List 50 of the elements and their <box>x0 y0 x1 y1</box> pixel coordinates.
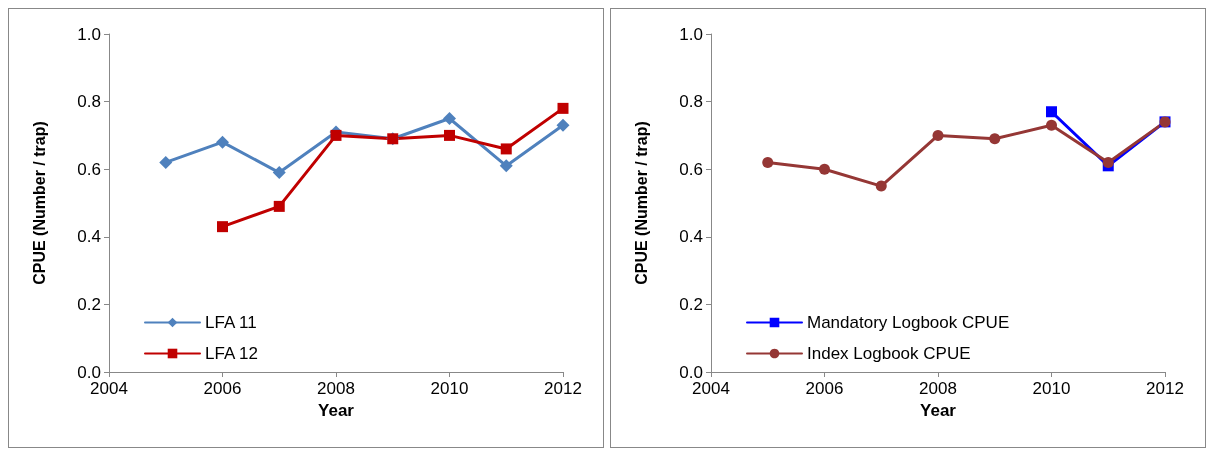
point <box>444 129 455 141</box>
y-tick-label: 0.8 <box>77 92 101 112</box>
x-tick-label: 2006 <box>805 379 844 398</box>
x-tick-label: 2012 <box>544 379 582 398</box>
point <box>217 221 228 233</box>
y-tick-label: 0.6 <box>679 159 703 179</box>
point <box>272 166 286 180</box>
point <box>819 163 830 175</box>
x-axis-title: Year <box>920 400 957 420</box>
x-tick-label: 2008 <box>317 379 355 398</box>
x-axis-title: Year <box>318 400 355 420</box>
x-tick-label: 2010 <box>430 379 469 398</box>
point <box>1046 119 1057 131</box>
point <box>1046 106 1057 118</box>
legend-label: Mandatory Logbook CPUE <box>807 313 1010 332</box>
point <box>159 155 173 169</box>
legend-label: LFA 11 <box>205 313 257 332</box>
y-tick-label: 1.0 <box>679 24 703 44</box>
y-axis-title: CPUE (Number / trap) <box>30 121 48 285</box>
y-tick-label: 0.0 <box>679 362 703 382</box>
y-tick-label: 0.4 <box>679 227 703 247</box>
x-tick-label: 2004 <box>692 379 730 398</box>
legend-label: LFA 12 <box>205 344 258 363</box>
point <box>443 112 456 125</box>
x-tick-label: 2010 <box>1032 379 1071 398</box>
y-tick-label: 0.8 <box>679 92 703 112</box>
x-tick-label: 2006 <box>203 379 242 398</box>
point <box>273 200 285 212</box>
y-tick-label: 0.4 <box>77 227 101 247</box>
x-tick-label: 2004 <box>90 379 128 398</box>
y-tick-label: 0.0 <box>77 362 101 382</box>
y-tick-label: 0.2 <box>77 294 101 314</box>
x-tick-label: 2012 <box>1146 379 1184 398</box>
y-tick-label: 0.2 <box>679 294 703 314</box>
y-tick-label: 1.0 <box>77 24 101 44</box>
point <box>1102 156 1114 168</box>
y-axis-title: CPUE (Number / trap) <box>632 121 650 285</box>
point <box>500 143 512 155</box>
point <box>330 129 342 141</box>
point <box>762 156 774 168</box>
point <box>556 118 570 132</box>
point <box>989 133 1001 145</box>
point <box>499 159 513 173</box>
y-tick-label: 0.6 <box>77 159 101 179</box>
point <box>216 135 229 149</box>
point <box>875 180 887 192</box>
point <box>557 102 569 114</box>
legend-label: Index Logbook CPUE <box>807 344 971 363</box>
point <box>932 129 944 141</box>
x-tick-label: 2008 <box>919 379 957 398</box>
